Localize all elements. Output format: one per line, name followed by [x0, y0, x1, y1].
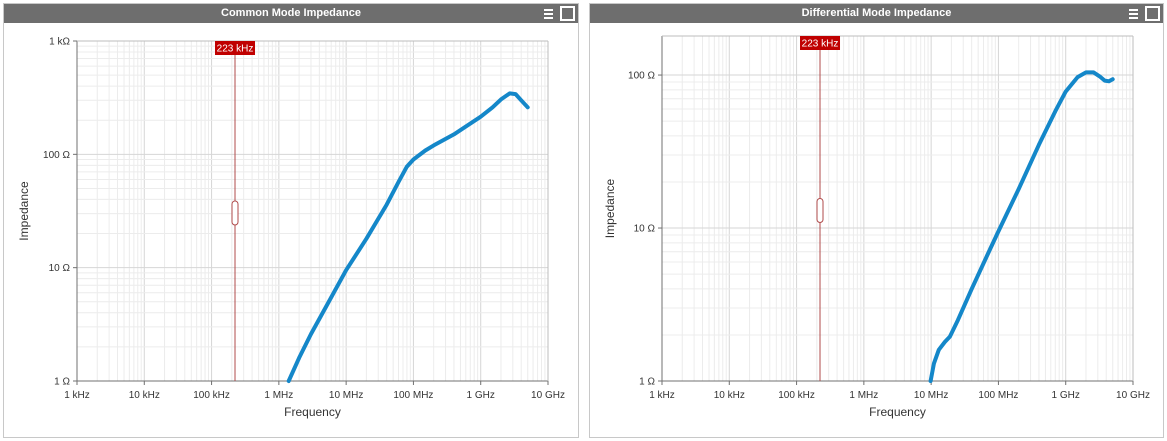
x-tick-label: 10 GHz: [1116, 390, 1150, 401]
panel-title-bar: Common Mode Impedance: [4, 4, 578, 23]
y-tick-label: 1 Ω: [54, 377, 70, 388]
marker-label-box: [800, 36, 841, 50]
x-tick-label: 10 MHz: [329, 390, 363, 401]
impedance-series-line: [928, 70, 1115, 383]
x-tick-label: 10 GHz: [531, 390, 565, 401]
y-tick-label: 10 Ω: [634, 224, 656, 235]
x-tick-label: 10 kHz: [129, 390, 160, 401]
x-tick-label: 1 MHz: [264, 390, 293, 401]
panel-differential-mode: Differential Mode Impedance 1 kHz 10 kHz 1…: [589, 3, 1164, 438]
maximize-icon[interactable]: [560, 6, 575, 21]
menu-icon[interactable]: [541, 6, 556, 21]
x-axis-label: Frequency: [284, 405, 341, 419]
panel-title-bar: Differential Mode Impedance: [590, 4, 1163, 23]
x-tick-label: 1 kHz: [64, 390, 90, 401]
y-axis-label: Impedance: [603, 178, 617, 238]
x-tick-label: 10 MHz: [914, 390, 948, 401]
y-tick-label: 100 Ω: [43, 150, 70, 161]
differential-mode-impedance-chart: 1 kHz 10 kHz 100 kHz 1 MHz 10 MHz 100 MHz 1 GH…: [603, 35, 1150, 419]
y-tick-label: 10 Ω: [49, 263, 71, 274]
x-axis-label: Frequency: [869, 405, 926, 419]
marker-drag-handle[interactable]: [231, 200, 239, 226]
maximize-icon[interactable]: [1145, 6, 1160, 21]
x-tick-label: 10 kHz: [714, 390, 745, 401]
x-tick-label: 1 GHz: [467, 390, 495, 401]
common-mode-impedance-chart: 1 kHz 10 kHz 100 kHz 1 MHz 10 MHz 100 MHz 1 GH…: [17, 37, 565, 420]
y-tick-label: 1 Ω: [639, 377, 655, 388]
marker-label-box: [215, 41, 256, 55]
menu-icon[interactable]: [1126, 6, 1141, 21]
plot-area: [77, 41, 548, 381]
x-tick-label: 100 MHz: [393, 390, 433, 401]
marker-drag-handle[interactable]: [816, 198, 824, 223]
frequency-marker[interactable]: 223 kHz: [215, 41, 256, 381]
y-tick-label: 1 kΩ: [49, 37, 70, 48]
marker-label: 223 kHz: [802, 39, 839, 50]
y-tick-label: 100 Ω: [628, 71, 655, 82]
x-tick-label: 100 MHz: [978, 390, 1018, 401]
x-tick-label: 100 kHz: [193, 390, 230, 401]
marker-label: 223 kHz: [217, 44, 254, 55]
impedance-series-line: [286, 91, 530, 383]
panel-common-mode: Common Mode Impedance 1 kHz 10 kHz 100 kHz…: [3, 3, 579, 438]
y-axis-label: Impedance: [17, 181, 31, 241]
x-tick-label: 1 kHz: [649, 390, 675, 401]
x-tick-label: 1 MHz: [849, 390, 878, 401]
x-tick-label: 1 GHz: [1052, 390, 1080, 401]
panel-title: Differential Mode Impedance: [801, 7, 952, 19]
panel-title: Common Mode Impedance: [221, 7, 361, 19]
x-tick-label: 100 kHz: [778, 390, 815, 401]
plot-area: [662, 36, 1133, 381]
frequency-marker[interactable]: 223 kHz: [800, 36, 841, 381]
